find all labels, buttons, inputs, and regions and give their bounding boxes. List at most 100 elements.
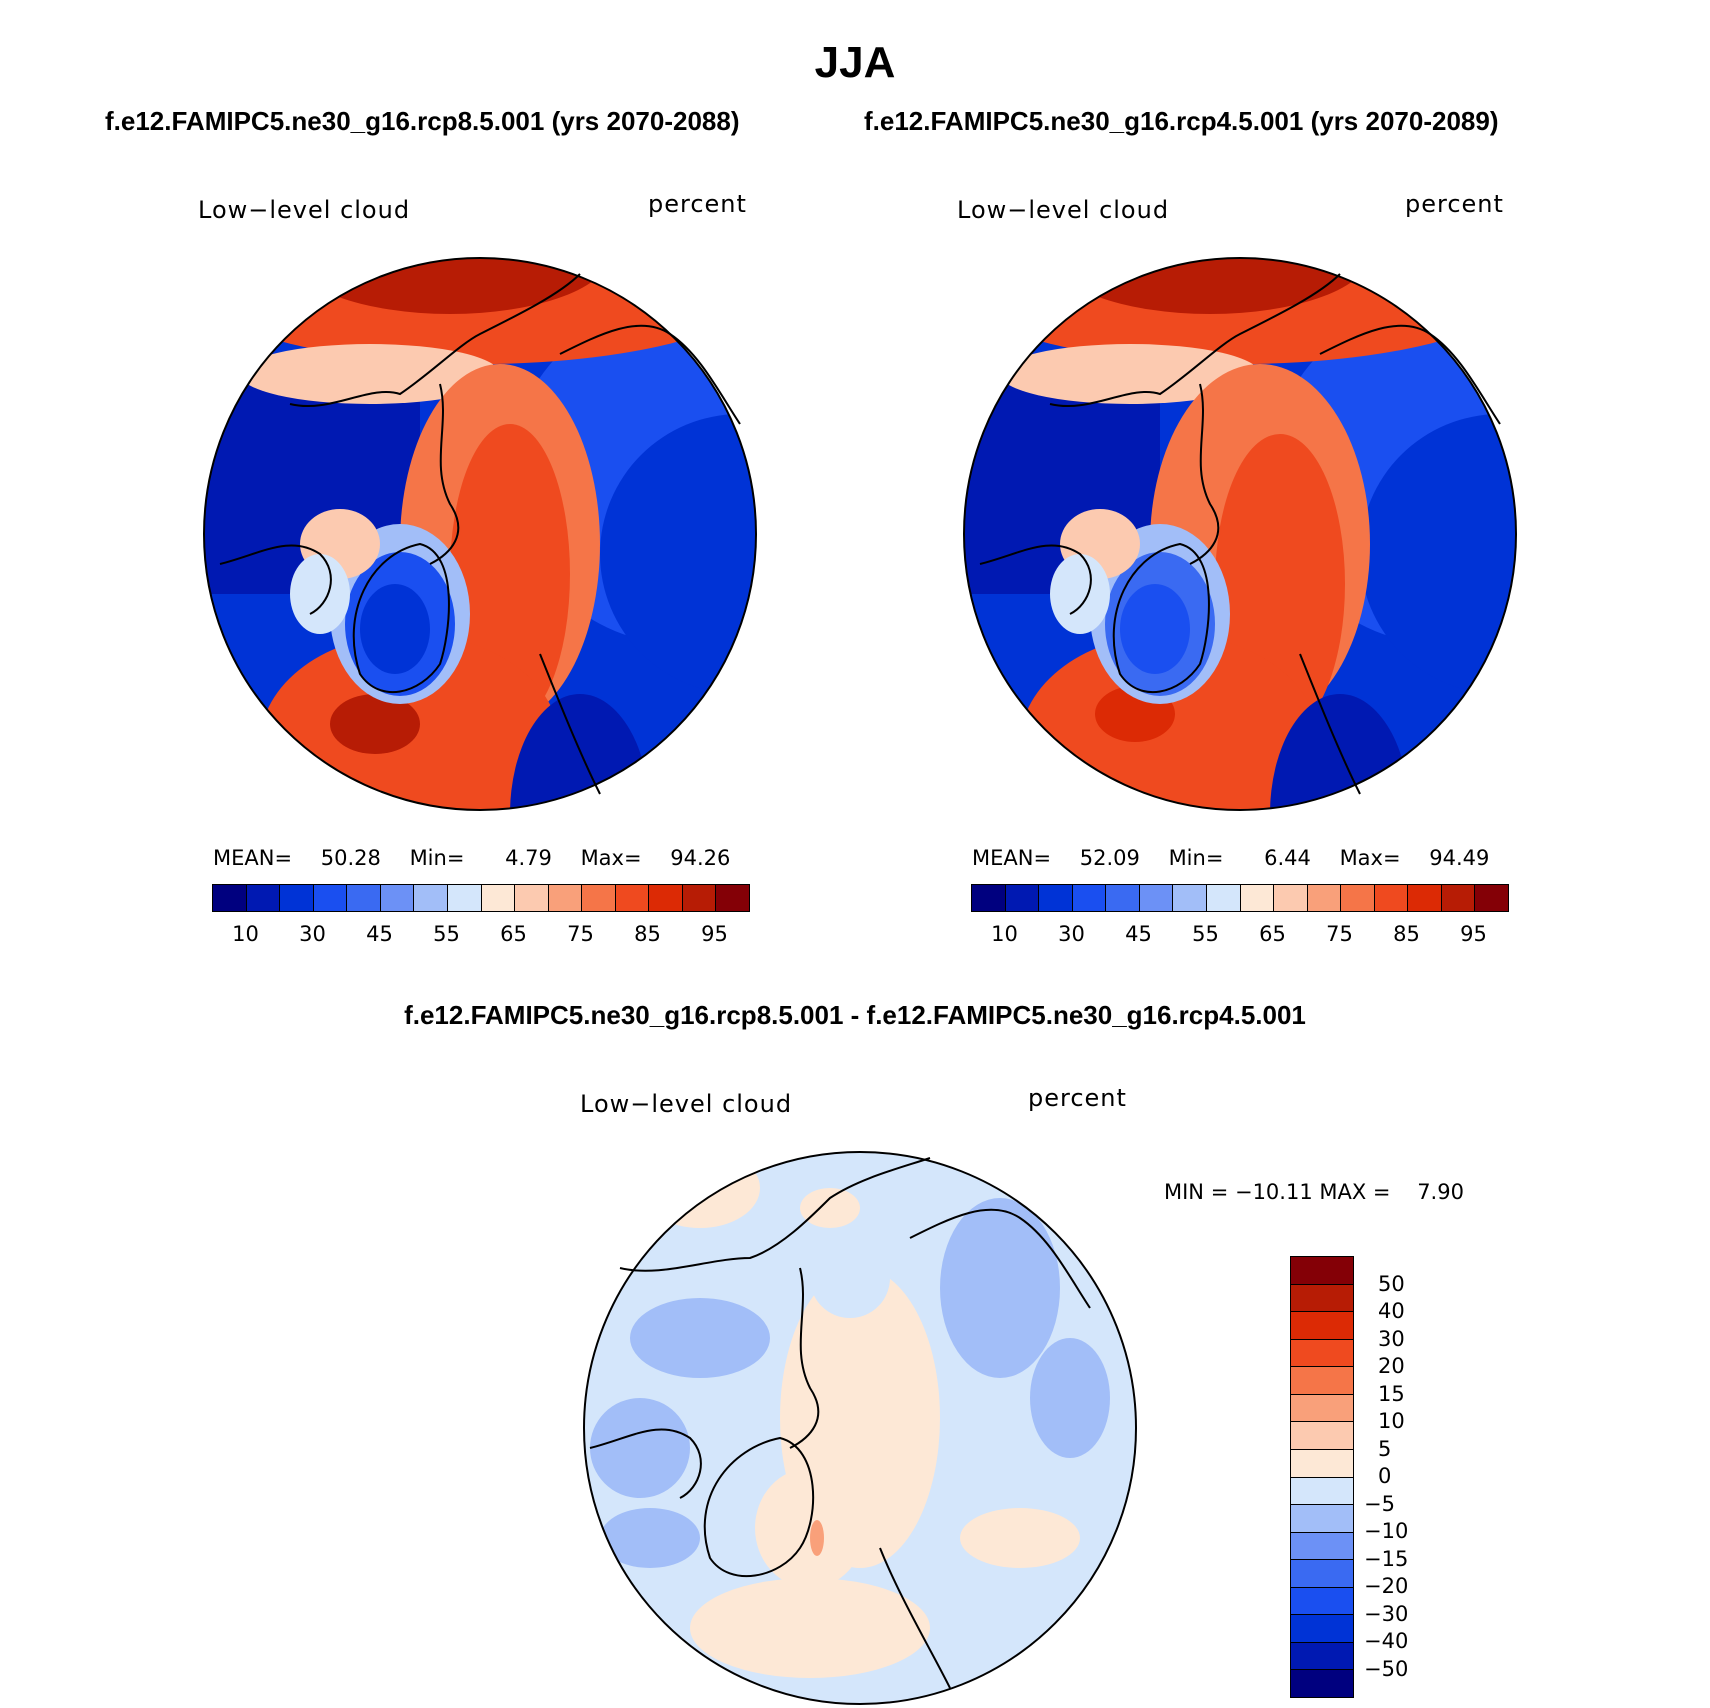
panel1-colorbar — [212, 884, 750, 912]
panel1-colorbar-swatch — [481, 885, 516, 911]
panel2-colorbar-tick-label: 30 — [1058, 922, 1085, 946]
panel3-colorbar-tick-label: 10 — [1378, 1409, 1405, 1433]
panel3-colorbar-tick-label: 5 — [1378, 1436, 1392, 1461]
panel3-colorbar-swatch — [1291, 1642, 1353, 1671]
panel3-colorbar-ticks: 50 40 30 20 15 10 5 0 −5 −10 −15 −20 −30 −40 −50 — [1364, 1256, 1462, 1696]
panel1-colorbar-tick-label: 30 — [299, 922, 326, 946]
panel1-colorbar-tick-label: 95 — [701, 922, 728, 946]
panel2-case-title: f.e12.FAMIPC5.ne30_g16.rcp4.5.001 (yrs 2… — [864, 106, 1499, 136]
panel3-colorbar-swatch — [1291, 1587, 1353, 1616]
panel3-min-max: MIN = −10.11 MAX = 7.90 — [1164, 1180, 1464, 1204]
panel3-case-title: f.e12.FAMIPC5.ne30_g16.rcp8.5.001 - f.e1… — [404, 1000, 1306, 1030]
panel2-colorbar-swatch — [1139, 885, 1174, 911]
panel3-colorbar-swatch — [1291, 1449, 1353, 1478]
panel3-colorbar-tick-label: 15 — [1378, 1381, 1405, 1406]
panel3-colorbar-tick-label: 50 — [1378, 1271, 1405, 1296]
panel1-colorbar-swatch — [615, 885, 650, 911]
panel1-polar-map — [203, 257, 757, 811]
panel1-stats: MEAN= 50.28 Min= 4.79 Max= 94.26 — [213, 846, 730, 870]
panel2-colorbar-swatch — [1173, 885, 1207, 911]
panel2-colorbar-tick-label: 95 — [1460, 922, 1487, 946]
panel2-colorbar-swatch — [1274, 885, 1308, 911]
panel1-colorbar-swatch — [447, 885, 482, 911]
panel2-colorbar — [971, 884, 1509, 912]
figure-title: JJA — [814, 38, 896, 87]
panel1-max-label: Max= — [580, 846, 642, 870]
panel2-colorbar-swatch — [1441, 885, 1476, 911]
panel2-units-label: percent — [1405, 190, 1504, 218]
panel1-mean-label: MEAN= — [213, 846, 293, 870]
panel2-colorbar-tick-label: 55 — [1192, 922, 1219, 946]
panel1-colorbar-tick-label: 75 — [567, 922, 594, 946]
panel2-max-label: Max= — [1339, 846, 1401, 870]
panel3-colorbar-swatch — [1291, 1615, 1353, 1643]
panel2-colorbar-swatch — [1475, 885, 1508, 911]
panel2-colorbar-swatch — [1408, 885, 1442, 911]
panel3-colorbar-swatch — [1291, 1477, 1353, 1506]
panel2-colorbar-tick-label: 75 — [1326, 922, 1353, 946]
panel3-colorbar-swatch — [1291, 1532, 1353, 1561]
panel1-colorbar-swatch — [380, 885, 415, 911]
panel2-colorbar-tick-label: 85 — [1393, 922, 1420, 946]
panel1-case-title: f.e12.FAMIPC5.ne30_g16.rcp8.5.001 (yrs 2… — [105, 106, 740, 136]
panel2-colorbar-swatch — [1374, 885, 1409, 911]
panel1-colorbar-swatch — [682, 885, 717, 911]
panel1-colorbar-swatch — [347, 885, 381, 911]
panel3-units-label: percent — [1028, 1084, 1127, 1112]
panel2-colorbar-swatch — [1341, 885, 1375, 911]
panel1-mean-value: 50.28 — [320, 846, 381, 870]
panel1-colorbar-swatch — [213, 885, 247, 911]
panel3-colorbar-tick-label: −30 — [1364, 1601, 1409, 1626]
panel1-colorbar-swatch — [716, 885, 749, 911]
panel3-colorbar — [1290, 1256, 1354, 1698]
panel1-units-label: percent — [648, 190, 747, 218]
panel1-colorbar-tick-label: 85 — [634, 922, 661, 946]
panel1-colorbar-swatch — [582, 885, 616, 911]
panel3-colorbar-swatch — [1291, 1394, 1353, 1423]
panel1-colorbar-swatch — [313, 885, 348, 911]
panel2-max-value: 94.49 — [1429, 846, 1490, 870]
panel1-colorbar-tick-label: 65 — [500, 922, 527, 946]
panel2-stats: MEAN= 52.09 Min= 6.44 Max= 94.49 — [972, 846, 1489, 870]
panel1-colorbar-ticks: 10 30 45 55 65 75 85 95 — [212, 922, 748, 948]
panel2-colorbar-swatch — [1005, 885, 1040, 911]
panel3-colorbar-tick-label: −15 — [1364, 1546, 1409, 1571]
panel2-colorbar-swatch — [1106, 885, 1140, 911]
panel1-colorbar-swatch — [246, 885, 281, 911]
panel2-colorbar-swatch — [1206, 885, 1241, 911]
panel2-variable-label: Low−level cloud — [957, 196, 1170, 224]
panel2-colorbar-tick-label: 45 — [1125, 922, 1152, 946]
panel1-variable-label: Low−level cloud — [198, 196, 411, 224]
panel2-colorbar-ticks: 10 30 45 55 65 75 85 95 — [971, 922, 1507, 948]
panel2-colorbar-swatch — [1240, 885, 1275, 911]
panel2-mean-value: 52.09 — [1079, 846, 1140, 870]
panel1-colorbar-tick-label: 10 — [232, 922, 259, 946]
panel2-colorbar-swatch — [972, 885, 1006, 911]
panel3-colorbar-tick-label: −50 — [1364, 1656, 1409, 1681]
panel3-colorbar-tick-label: 40 — [1378, 1299, 1405, 1323]
panel2-min-label: Min= — [1168, 846, 1224, 870]
panel3-colorbar-swatch — [1291, 1670, 1353, 1697]
panel3-colorbar-tick-label: −5 — [1364, 1491, 1395, 1516]
panel2-mean-label: MEAN= — [972, 846, 1052, 870]
panel1-colorbar-tick-label: 55 — [433, 922, 460, 946]
panel3-colorbar-tick-label: −40 — [1364, 1629, 1409, 1653]
panel2-colorbar-swatch — [1307, 885, 1342, 911]
panel3-colorbar-swatch — [1291, 1312, 1353, 1340]
panel3-colorbar-swatch — [1291, 1339, 1353, 1368]
panel3-colorbar-tick-label: −10 — [1364, 1519, 1409, 1543]
panel1-min-value: 4.79 — [505, 846, 552, 870]
panel1-min-label: Min= — [409, 846, 465, 870]
panel3-colorbar-tick-label: 20 — [1378, 1354, 1405, 1378]
panel3-colorbar-swatch — [1291, 1422, 1353, 1450]
panel3-colorbar-swatch — [1291, 1367, 1353, 1395]
panel3-colorbar-swatch — [1291, 1284, 1353, 1313]
panel1-colorbar-swatch — [548, 885, 583, 911]
panel3-colorbar-swatch — [1291, 1560, 1353, 1588]
panel1-colorbar-swatch — [280, 885, 314, 911]
panel1-max-value: 94.26 — [670, 846, 731, 870]
panel1-colorbar-swatch — [649, 885, 683, 911]
panel3-colorbar-swatch — [1291, 1505, 1353, 1533]
panel1-colorbar-swatch — [515, 885, 549, 911]
panel2-colorbar-swatch — [1072, 885, 1107, 911]
